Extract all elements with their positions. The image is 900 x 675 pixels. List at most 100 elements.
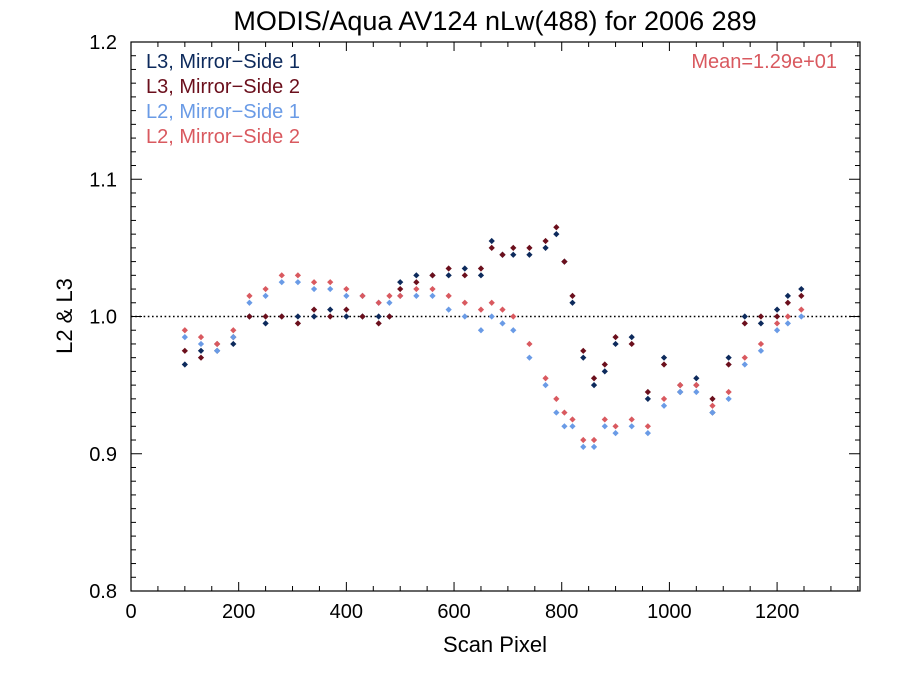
data-point <box>773 327 781 334</box>
legend-entry: L2, Mirror−Side 1 <box>146 101 300 123</box>
data-point <box>644 430 651 437</box>
data-point <box>553 395 560 402</box>
data-point <box>725 395 732 402</box>
data-point <box>784 320 791 327</box>
x-axis-title: Scan Pixel <box>443 632 547 657</box>
data-point <box>310 306 318 313</box>
scatter-points <box>181 224 805 450</box>
data-point <box>644 395 651 402</box>
data-point <box>230 333 237 341</box>
data-point <box>741 320 748 327</box>
data-point <box>343 285 350 293</box>
data-point <box>461 265 468 272</box>
y-axis: 0.8 0.9 1.0 1.1 1.2 <box>89 32 860 603</box>
data-point <box>510 251 517 258</box>
data-point <box>601 368 608 375</box>
data-point <box>461 272 468 279</box>
data-point <box>709 395 716 402</box>
data-point <box>725 388 732 396</box>
data-point <box>741 313 748 320</box>
data-point <box>343 306 350 313</box>
data-point <box>553 231 560 238</box>
data-point <box>488 237 495 245</box>
data-point <box>709 409 716 416</box>
data-point <box>601 416 608 423</box>
data-point <box>601 423 608 430</box>
data-point <box>375 299 382 306</box>
data-point <box>773 313 781 320</box>
data-point <box>375 313 382 320</box>
legend: L3, Mirror−Side 1 L3, Mirror−Side 2 L2, Mi… <box>146 51 300 148</box>
data-point <box>343 292 350 300</box>
data-point <box>445 306 452 313</box>
data-point <box>262 292 269 300</box>
series-2 <box>181 224 805 402</box>
data-point <box>310 313 318 320</box>
data-point <box>773 320 781 327</box>
data-point <box>445 272 452 279</box>
data-point <box>660 354 668 361</box>
data-point <box>693 382 700 389</box>
x-tick-label: 0 <box>125 601 136 623</box>
data-point <box>693 388 700 396</box>
data-point <box>644 423 651 430</box>
data-point <box>197 354 205 361</box>
data-point <box>461 313 468 320</box>
data-point <box>499 320 506 327</box>
data-point <box>612 333 619 341</box>
series-1 <box>181 231 805 416</box>
data-point <box>413 272 420 279</box>
data-point <box>397 279 404 286</box>
data-point <box>590 382 598 389</box>
y-tick-label: 0.8 <box>89 581 117 603</box>
data-point <box>327 285 334 293</box>
data-point <box>181 347 188 354</box>
data-point <box>429 272 436 279</box>
data-point <box>580 347 587 354</box>
data-point <box>561 258 568 265</box>
series-4 <box>181 272 805 444</box>
y-tick-label: 1.1 <box>89 169 117 191</box>
data-point <box>784 313 791 320</box>
data-point <box>612 423 619 430</box>
data-point <box>510 244 517 251</box>
data-point <box>477 272 485 279</box>
data-point <box>628 416 635 423</box>
data-point <box>561 423 568 430</box>
data-point <box>214 340 221 348</box>
data-point <box>246 313 253 320</box>
data-point <box>327 313 334 320</box>
data-point <box>488 299 495 306</box>
data-point <box>725 361 732 368</box>
chart-title: MODIS/Aqua AV124 nLw(488) for 2006 289 <box>233 6 756 36</box>
data-point <box>590 375 598 382</box>
data-point <box>262 285 269 293</box>
data-point <box>569 416 576 423</box>
data-point <box>612 340 619 348</box>
data-point <box>601 361 608 368</box>
data-point <box>569 299 576 306</box>
data-point <box>709 402 716 409</box>
data-point <box>660 361 668 368</box>
x-tick-label: 400 <box>330 601 363 623</box>
data-point <box>386 292 393 300</box>
data-point <box>798 285 805 293</box>
data-point <box>757 320 765 327</box>
data-point <box>660 395 668 402</box>
data-point <box>262 320 269 327</box>
data-point <box>246 292 253 300</box>
legend-entry: L2, Mirror−Side 2 <box>146 126 300 148</box>
data-point <box>278 279 285 286</box>
data-point <box>397 285 404 293</box>
data-point <box>327 306 334 313</box>
data-point <box>693 375 700 382</box>
data-point <box>461 299 468 306</box>
data-point <box>784 292 791 300</box>
data-point <box>628 423 635 430</box>
x-axis: 0 200 400 600 800 1000 1200 <box>125 42 859 623</box>
y-axis-title: L2 & L3 <box>52 278 77 354</box>
data-point <box>569 292 576 300</box>
data-point <box>590 443 598 450</box>
data-point <box>294 279 302 286</box>
